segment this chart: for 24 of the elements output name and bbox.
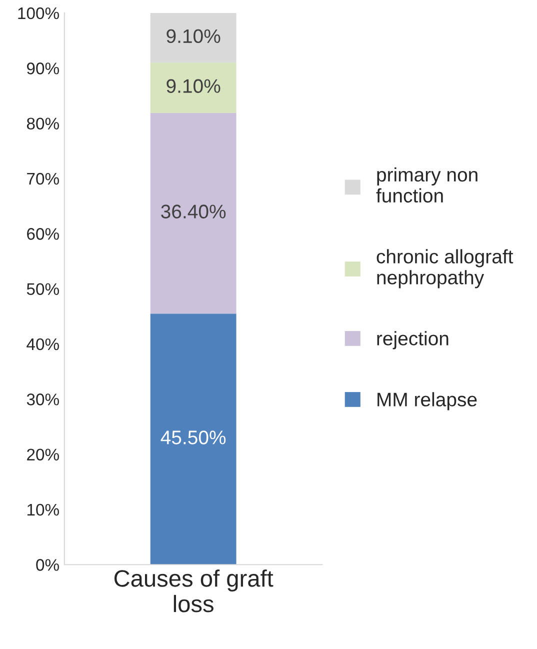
y-tick-label: 70% (27, 172, 59, 185)
y-tick-label: 10% (27, 504, 59, 516)
data-label: 45.50% (160, 430, 226, 444)
legend-label: primary non function (376, 167, 478, 203)
bar (150, 12, 236, 63)
data-label: 9.10% (166, 79, 220, 93)
legend-label: rejection (377, 331, 448, 350)
y-tick-label: 20% (27, 448, 59, 461)
data-label: 36.40% (161, 204, 226, 218)
legend-label: chronic allograft nephropathy (376, 249, 514, 288)
bar (150, 112, 236, 314)
y-tick-label: 90% (27, 62, 59, 74)
bar (150, 62, 236, 113)
y-tick-label: 0% (36, 559, 59, 571)
bar (150, 314, 236, 565)
y-tick-label: 50% (26, 283, 59, 296)
data-label: 9.10% (166, 29, 220, 44)
legend-label: MM relapse (378, 392, 477, 410)
y-tick-label: 60% (27, 228, 59, 240)
y-tick-label: 30% (26, 394, 59, 406)
x-tick-label: Causes of graft loss (114, 570, 274, 612)
y-tick-label: 100% (18, 7, 59, 20)
y-tick-label: 40% (26, 338, 59, 350)
y-tick-label: 80% (26, 118, 59, 130)
